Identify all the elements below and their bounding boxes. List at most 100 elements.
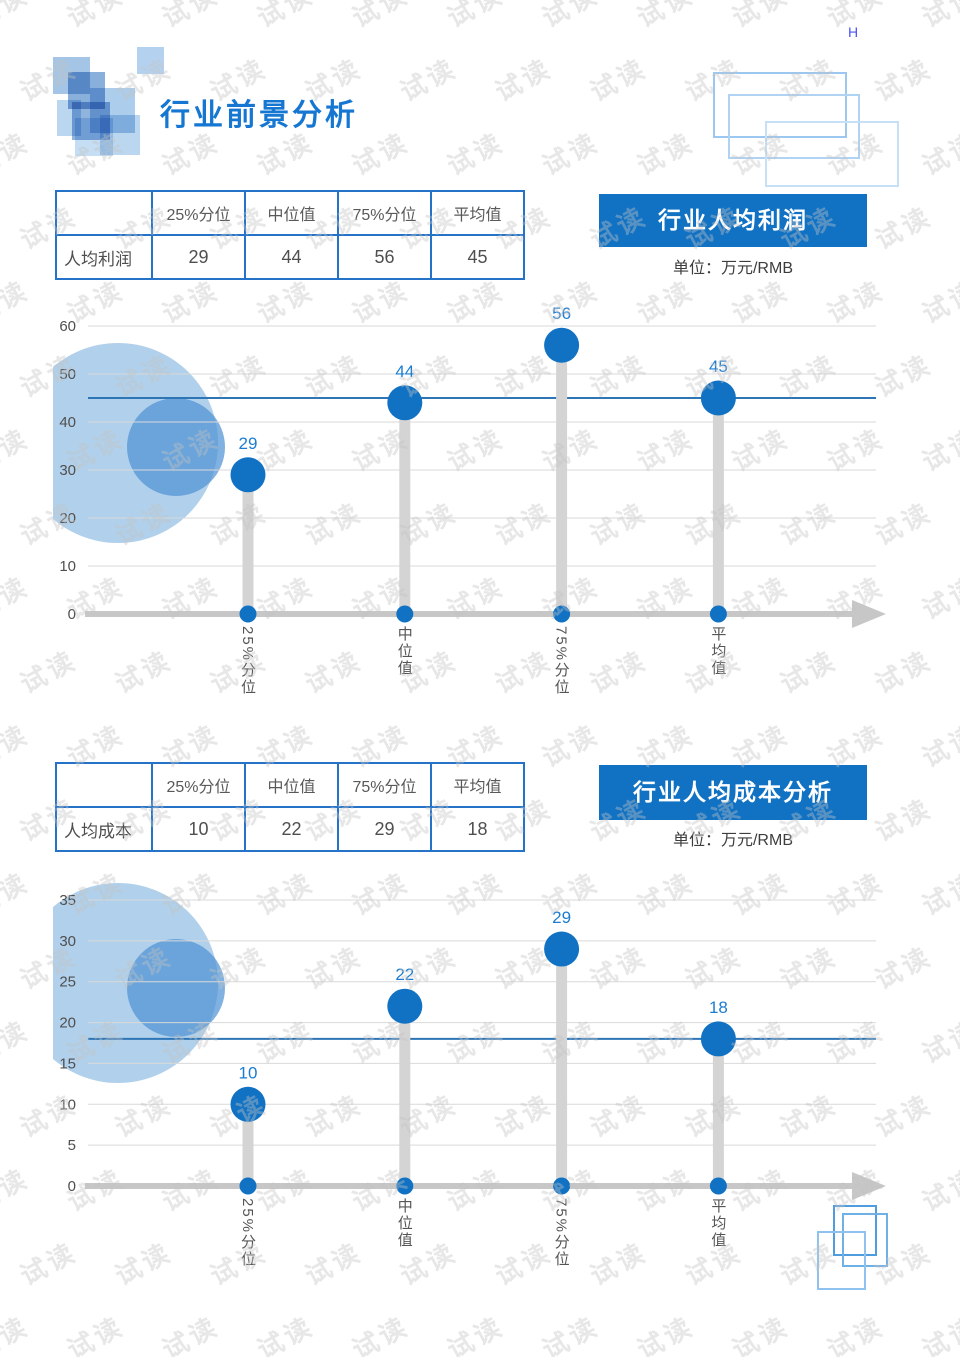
corner-mark: H	[848, 24, 859, 40]
watermark-text: 试读	[917, 1310, 960, 1357]
watermark-text: 试读	[775, 496, 843, 552]
watermark-text: 试读	[395, 1088, 463, 1144]
watermark-text: 试读	[252, 1310, 320, 1357]
watermark-text: 试读	[585, 644, 653, 700]
category-label: 25%分位	[239, 626, 256, 697]
watermark-text: 试读	[15, 1236, 83, 1292]
y-tick-label: 5	[68, 1137, 76, 1154]
watermark-text: 试读	[0, 1310, 35, 1357]
category-label: 75%分位	[552, 626, 570, 697]
watermark-text: 试读	[62, 0, 130, 34]
stem	[712, 398, 724, 614]
y-tick-label: 0	[68, 1178, 76, 1195]
watermark-text: 试读	[727, 1162, 795, 1218]
watermark-text: 试读	[775, 940, 843, 996]
y-tick-label: 0	[68, 606, 76, 623]
watermark-text: 试读	[822, 1310, 890, 1357]
watermark-text: 试读	[917, 126, 960, 182]
watermark-text: 试读	[680, 496, 748, 552]
y-tick-label: 60	[59, 318, 76, 335]
watermark-text: 试读	[252, 866, 320, 922]
value-label: 44	[395, 362, 414, 381]
watermark-text: 试读	[632, 0, 700, 34]
table-header-cell: 25%分位	[151, 762, 246, 808]
watermark-text: 试读	[442, 1162, 510, 1218]
data-point	[230, 1086, 266, 1122]
watermark-text: 试读	[585, 1236, 653, 1292]
watermark-text: 试读	[0, 126, 35, 182]
cost-banner: 行业人均成本分析	[599, 765, 867, 820]
base-dot	[239, 1177, 257, 1195]
watermark-text: 试读	[680, 348, 748, 404]
watermark-text: 试读	[727, 274, 795, 330]
deco-bubble	[127, 939, 225, 1037]
table-cell: 29	[151, 234, 246, 280]
watermark-text: 试读	[347, 570, 415, 626]
watermark-text: 试读	[632, 422, 700, 478]
deco-rect	[817, 1231, 866, 1290]
watermark-text: 试读	[110, 644, 178, 700]
stem	[242, 474, 254, 614]
category-label: 中位值	[395, 626, 413, 677]
table-cell: 44	[244, 234, 339, 280]
watermark-text: 试读	[15, 644, 83, 700]
x-axis-arrow-icon	[852, 600, 886, 628]
stem	[712, 1038, 724, 1186]
watermark-text: 试读	[917, 422, 960, 478]
profit-banner: 行业人均利润	[599, 194, 867, 247]
watermark-text: 试读	[347, 422, 415, 478]
watermark-text: 试读	[15, 348, 83, 404]
watermark-text: 试读	[442, 866, 510, 922]
category-label: 75%分位	[552, 1198, 570, 1269]
watermark-text: 试读	[537, 274, 605, 330]
watermark-text: 试读	[395, 52, 463, 108]
watermark-text: 试读	[537, 718, 605, 774]
watermark-text: 试读	[442, 1014, 510, 1070]
watermark-text: 试读	[347, 866, 415, 922]
watermark-text: 试读	[300, 496, 368, 552]
data-point	[700, 1021, 736, 1057]
x-axis-line	[85, 611, 854, 617]
watermark-text: 试读	[205, 1088, 273, 1144]
y-tick-label: 10	[59, 558, 76, 575]
value-label: 22	[395, 965, 414, 984]
watermark-text: 试读	[822, 422, 890, 478]
watermark-text: 试读	[870, 1088, 938, 1144]
table-header-cell: 25%分位	[151, 190, 246, 236]
value-label: 10	[239, 1063, 258, 1082]
table-row-label: 人均利润	[55, 234, 153, 280]
data-point	[544, 931, 580, 967]
y-tick-label: 15	[59, 1055, 76, 1072]
watermark-text: 试读	[300, 348, 368, 404]
watermark-text: 试读	[110, 940, 178, 996]
y-tick-label: 35	[59, 892, 76, 909]
category-label: 平均值	[709, 1198, 727, 1249]
watermark-text: 试读	[442, 422, 510, 478]
watermark-text: 试读	[15, 496, 83, 552]
table-cell: 29	[337, 806, 432, 852]
y-tick-label: 25	[59, 974, 76, 991]
profit-unit-label: 单位：万元/RMB	[672, 260, 793, 277]
table-cell: 18	[430, 806, 525, 852]
watermark-text: 试读	[490, 644, 558, 700]
watermark-text: 试读	[395, 940, 463, 996]
watermark-text: 试读	[870, 940, 938, 996]
y-tick-label: 40	[59, 414, 76, 431]
cost-unit-label: 单位：万元/RMB	[672, 832, 793, 849]
table-header-cell: 75%分位	[337, 762, 432, 808]
watermark-text: 试读	[157, 1310, 225, 1357]
category-label: 25%分位	[239, 1198, 256, 1269]
watermark-text: 试读	[252, 1014, 320, 1070]
table-header-cell	[55, 190, 153, 236]
watermark-text: 试读	[870, 496, 938, 552]
watermark-text: 试读	[0, 422, 35, 478]
y-tick-label: 10	[59, 1096, 76, 1113]
watermark-text: 试读	[917, 1162, 960, 1218]
watermark-text: 试读	[347, 1014, 415, 1070]
y-tick-label: 30	[59, 462, 76, 479]
stem	[399, 1006, 411, 1186]
watermark-text: 试读	[0, 1014, 35, 1070]
watermark-text: 试读	[537, 866, 605, 922]
page-title: 行业前景分析	[160, 99, 358, 133]
stem	[556, 949, 568, 1186]
